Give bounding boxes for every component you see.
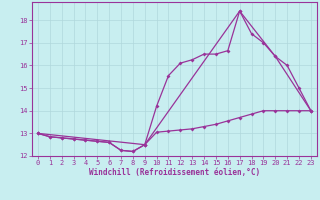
X-axis label: Windchill (Refroidissement éolien,°C): Windchill (Refroidissement éolien,°C)	[89, 168, 260, 177]
